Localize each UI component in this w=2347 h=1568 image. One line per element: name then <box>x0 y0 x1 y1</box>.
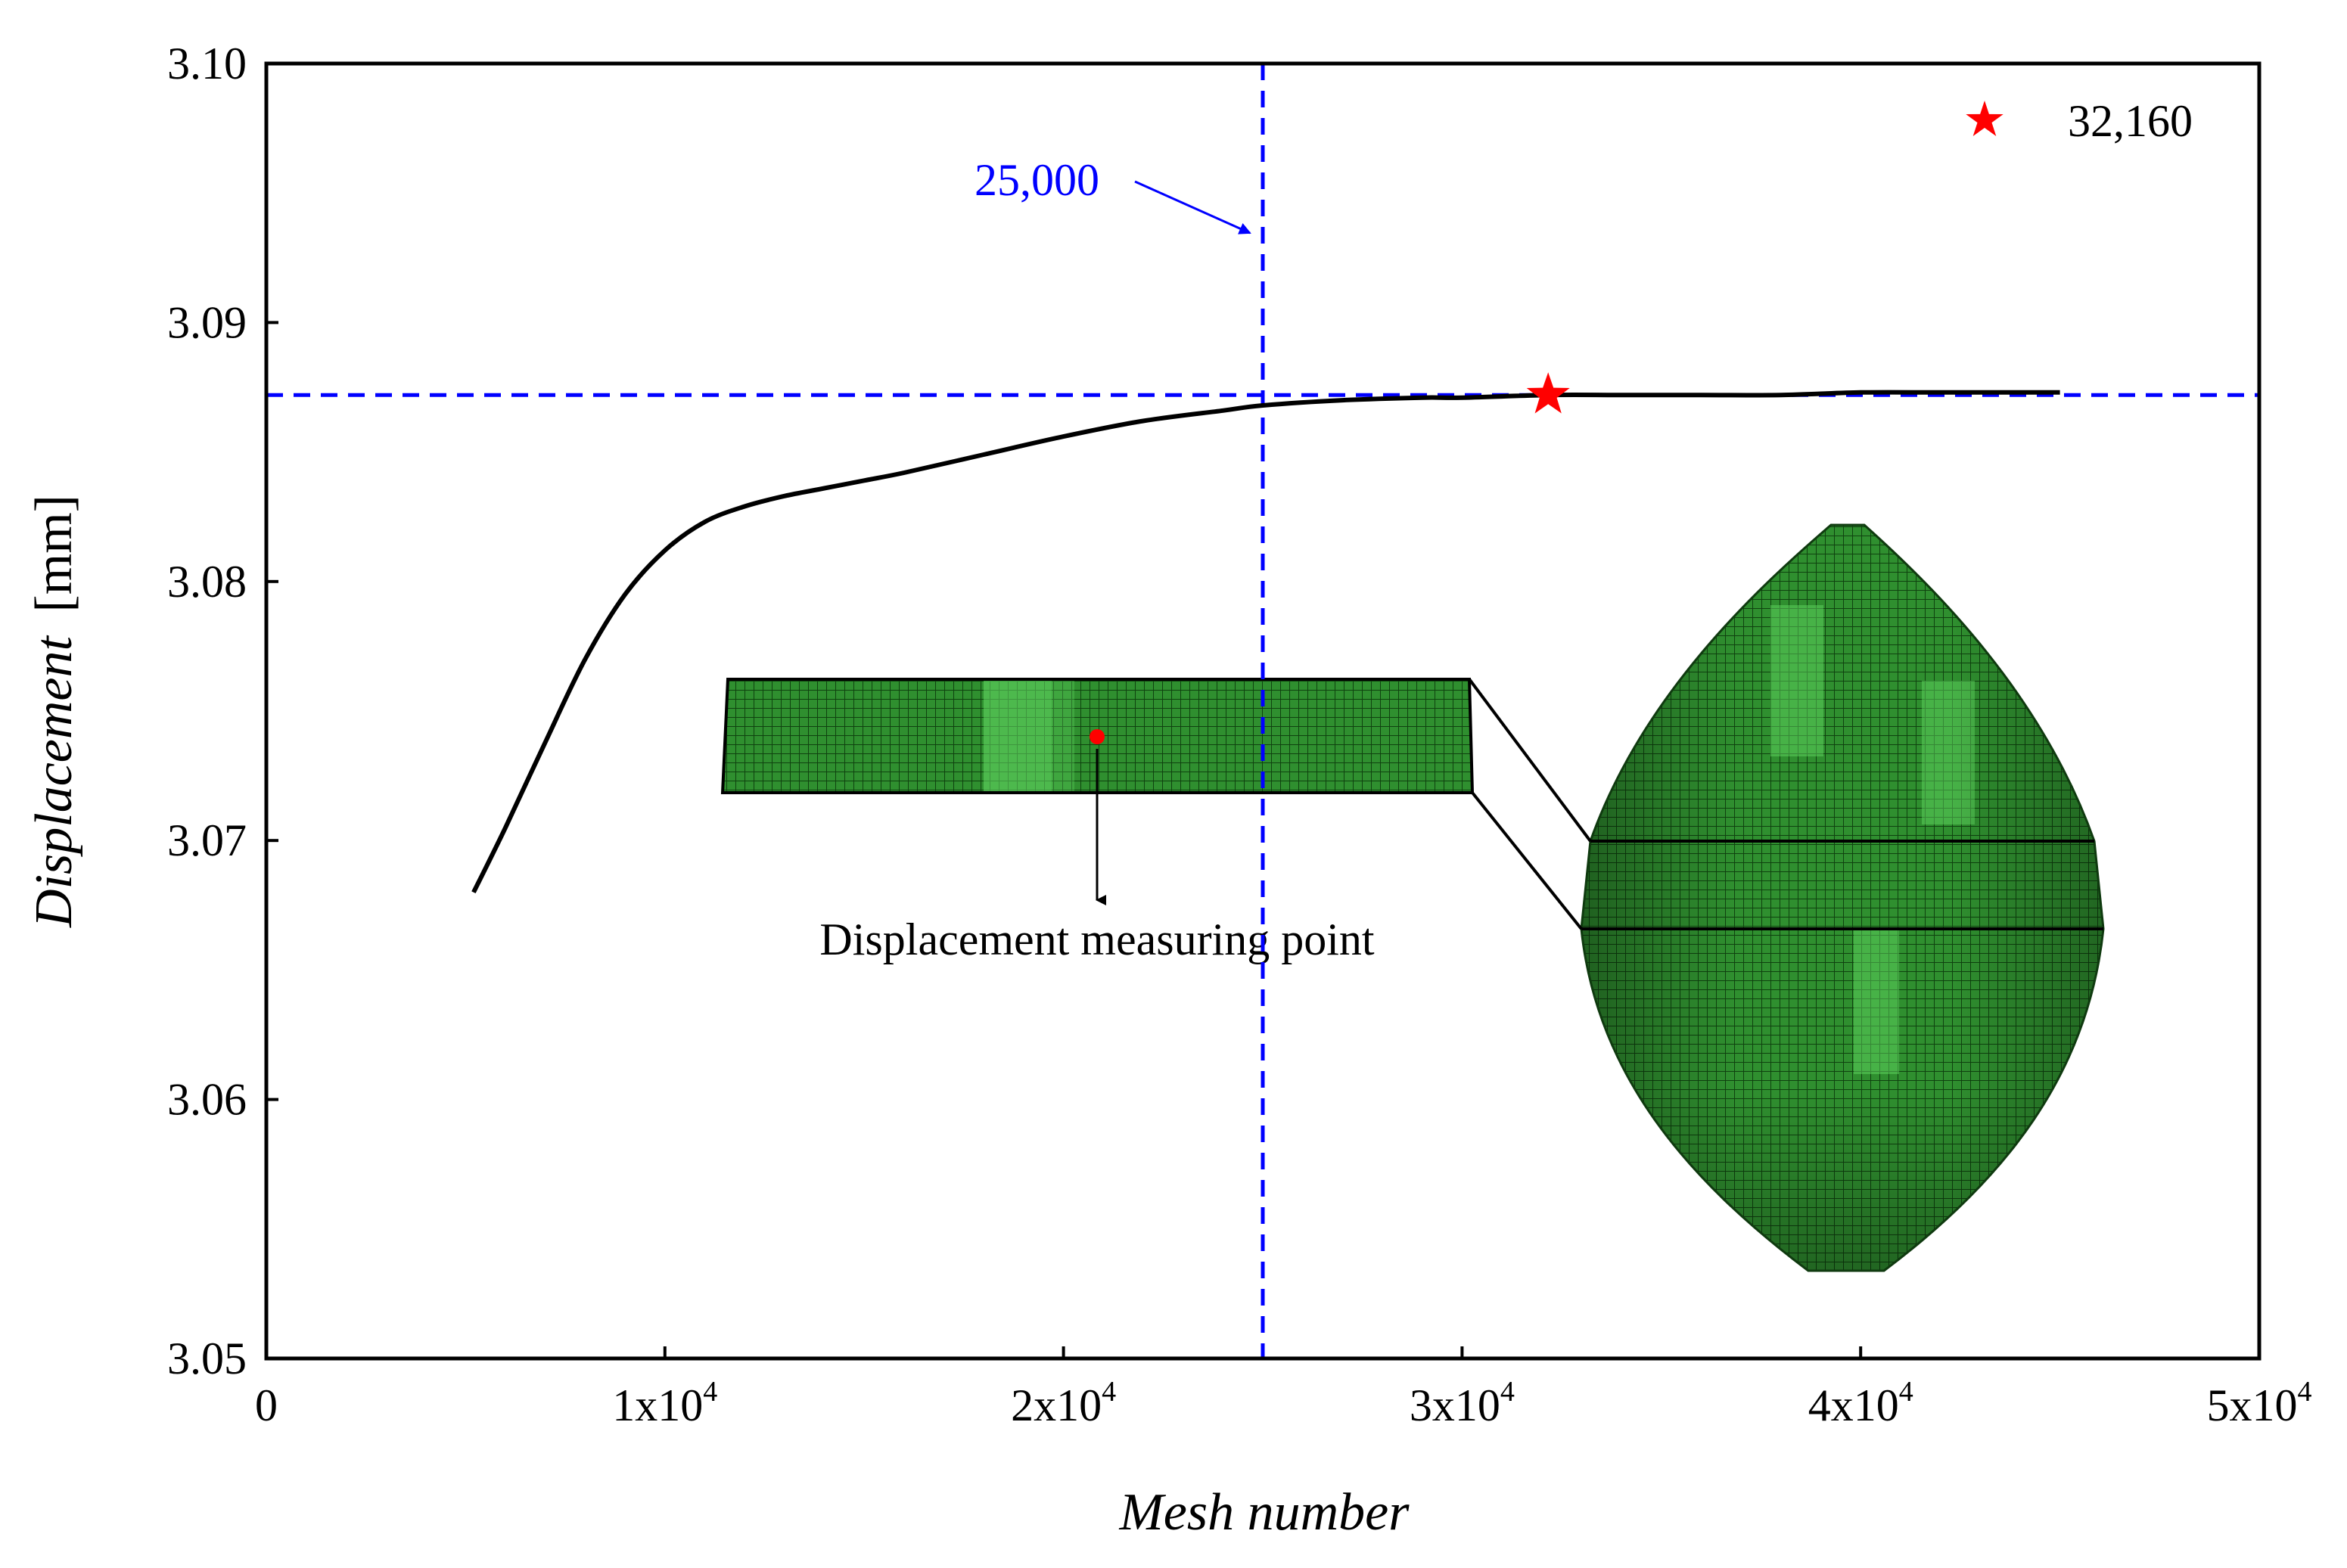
converged-point-star <box>1526 372 1570 414</box>
x-axis-title: Mesh number <box>1119 1483 1410 1542</box>
vline-annotation-arrow <box>1134 180 1251 234</box>
x-tick-label: 1x104 <box>612 1376 717 1430</box>
x-tick-label: 5x104 <box>2207 1376 2312 1430</box>
x-axis: 0 1x104 2x104 3x104 4x104 5x104 <box>255 1346 2312 1430</box>
x-tick-label: 0 <box>255 1380 278 1430</box>
series-line-displacement <box>471 390 2060 894</box>
x-tick-label: 4x104 <box>1808 1376 1913 1430</box>
legend: 32,160 <box>1966 96 2193 146</box>
y-tick-label: 3.07 <box>167 815 247 865</box>
legend-star-icon <box>1966 101 2003 136</box>
plot-frame <box>264 61 2262 1361</box>
y-axis-title: Displacement [mm] <box>25 495 83 928</box>
measuring-point-label: Displacement measuring point <box>819 914 1374 964</box>
x-tick-label: 2x104 <box>1011 1376 1116 1430</box>
vline-annotation-label: 25,000 <box>975 155 1099 205</box>
y-axis-title-main: Displacement <box>25 635 83 928</box>
y-tick-label: 3.05 <box>167 1334 247 1383</box>
y-axis: 3.05 3.06 3.07 3.08 3.09 3.10 <box>167 39 278 1383</box>
y-tick-label: 3.06 <box>167 1075 247 1125</box>
egg-mesh-illustration <box>1580 523 2105 1272</box>
legend-label: 32,160 <box>2068 96 2193 146</box>
y-tick-label: 3.10 <box>167 39 247 88</box>
y-axis-title-unit: [mm] <box>25 495 83 613</box>
x-tick-label: 3x104 <box>1410 1376 1515 1430</box>
band-strip-illustration: Displacement measuring point <box>720 678 1592 964</box>
measuring-point-dot <box>1090 729 1105 744</box>
y-tick-label: 3.09 <box>167 297 247 347</box>
y-tick-label: 3.08 <box>167 557 247 607</box>
